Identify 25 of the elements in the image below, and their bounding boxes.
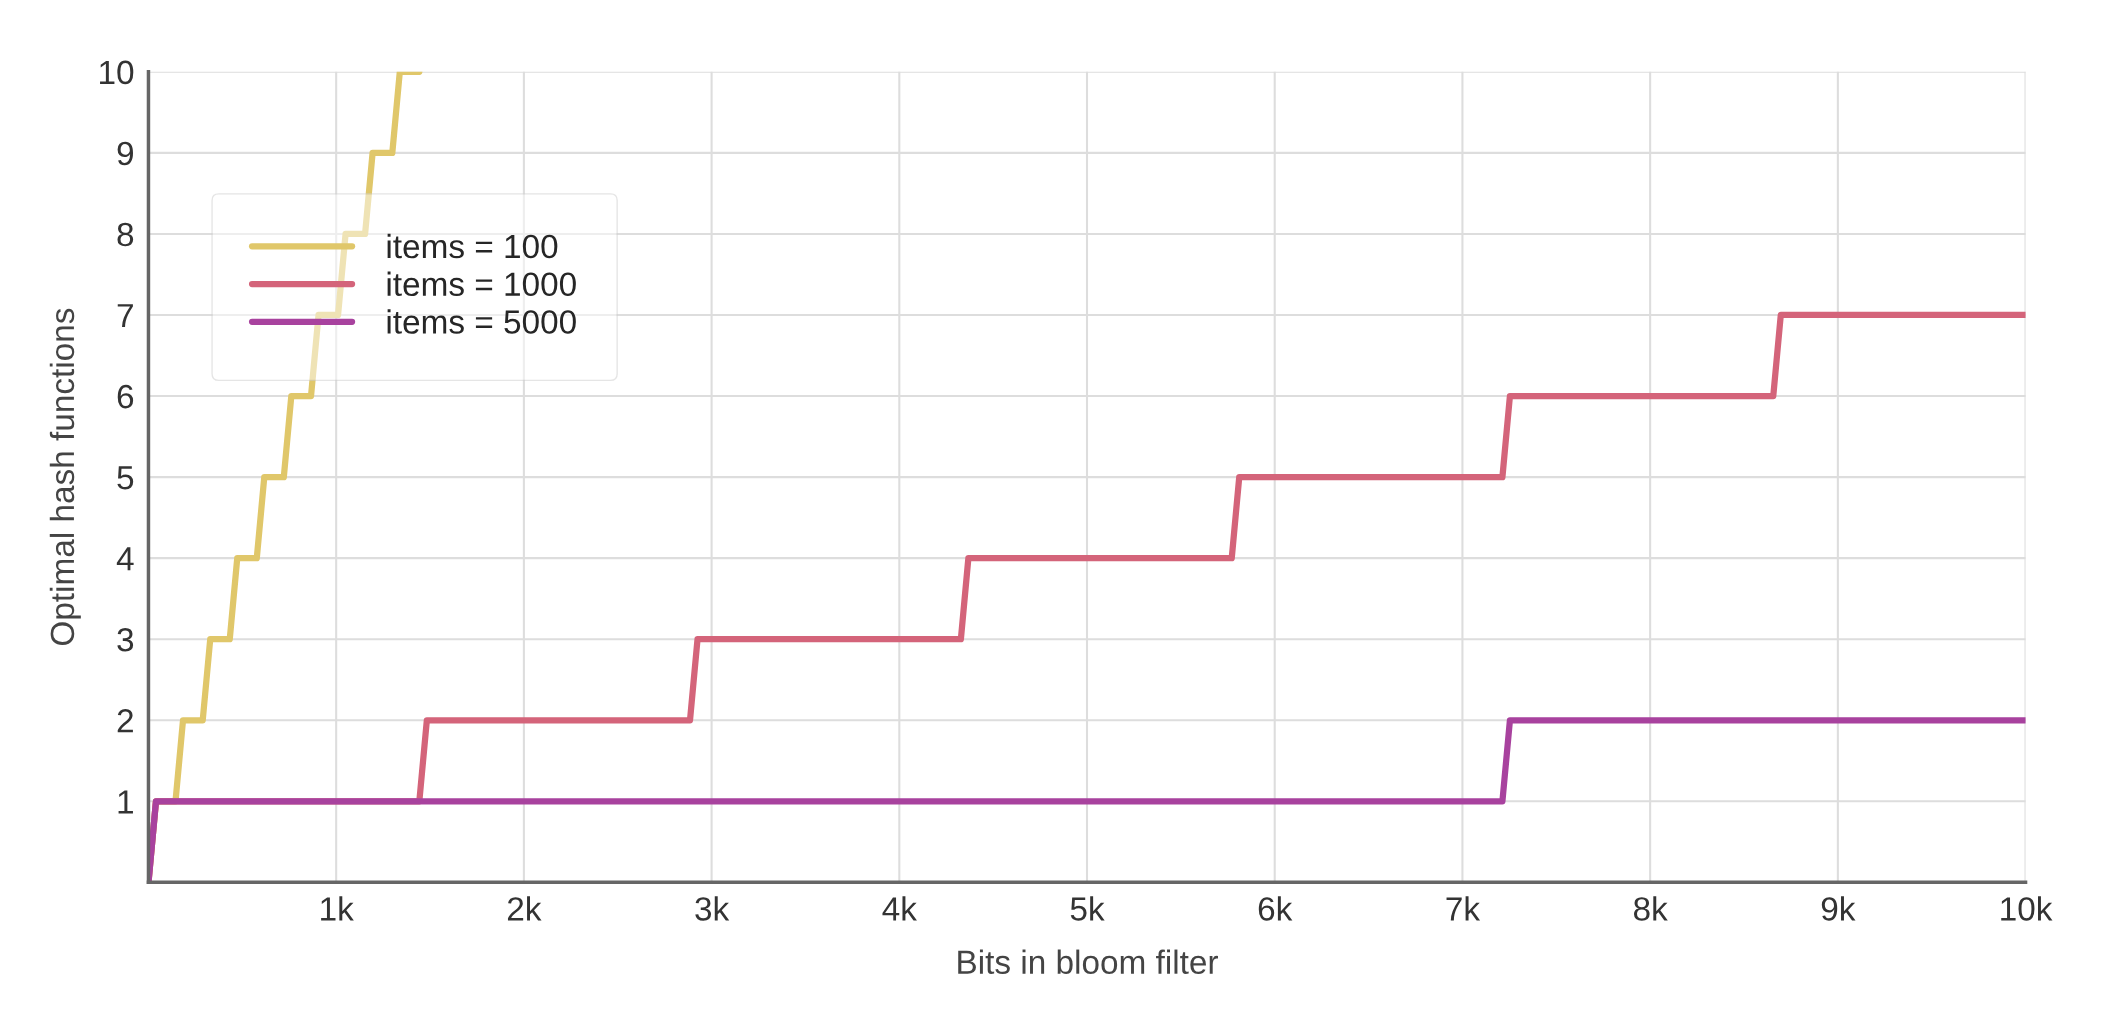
x-axis-title: Bits in bloom filter — [958, 949, 1218, 975]
y-tick-label: 3 — [117, 628, 134, 652]
y-tick-label: 7 — [117, 304, 133, 328]
y-tick-label: 1 — [118, 790, 133, 814]
legend-label: items = 5000 — [387, 309, 576, 334]
x-tick-label: 9k — [1821, 896, 1856, 921]
y-tick-label: 4 — [116, 547, 134, 571]
y-axis-title: Optimal hash functions — [49, 308, 81, 646]
x-tick-label: 2k — [507, 896, 542, 921]
x-tick-label: 7k — [1446, 896, 1481, 921]
legend-label: items = 1000 — [387, 271, 576, 297]
y-tick-label: 9 — [117, 141, 133, 166]
x-tick-label: 6k — [1258, 896, 1293, 921]
y-tick-label: 2 — [117, 709, 133, 733]
y-tick-label: 5 — [117, 466, 134, 490]
x-tick-label: 3k — [695, 896, 730, 921]
x-tick-label: 8k — [1633, 896, 1668, 921]
legend-label: items = 100 — [387, 233, 558, 259]
x-tick-label: 5k — [1070, 896, 1105, 921]
x-tick-label: 1k — [321, 896, 354, 921]
y-tick-label: 8 — [117, 222, 134, 247]
x-tick-label: 4k — [882, 896, 917, 921]
y-tick-label: 6 — [117, 384, 134, 409]
y-tick-label: 10 — [100, 60, 134, 85]
x-tick-label: 10k — [2001, 896, 2053, 921]
